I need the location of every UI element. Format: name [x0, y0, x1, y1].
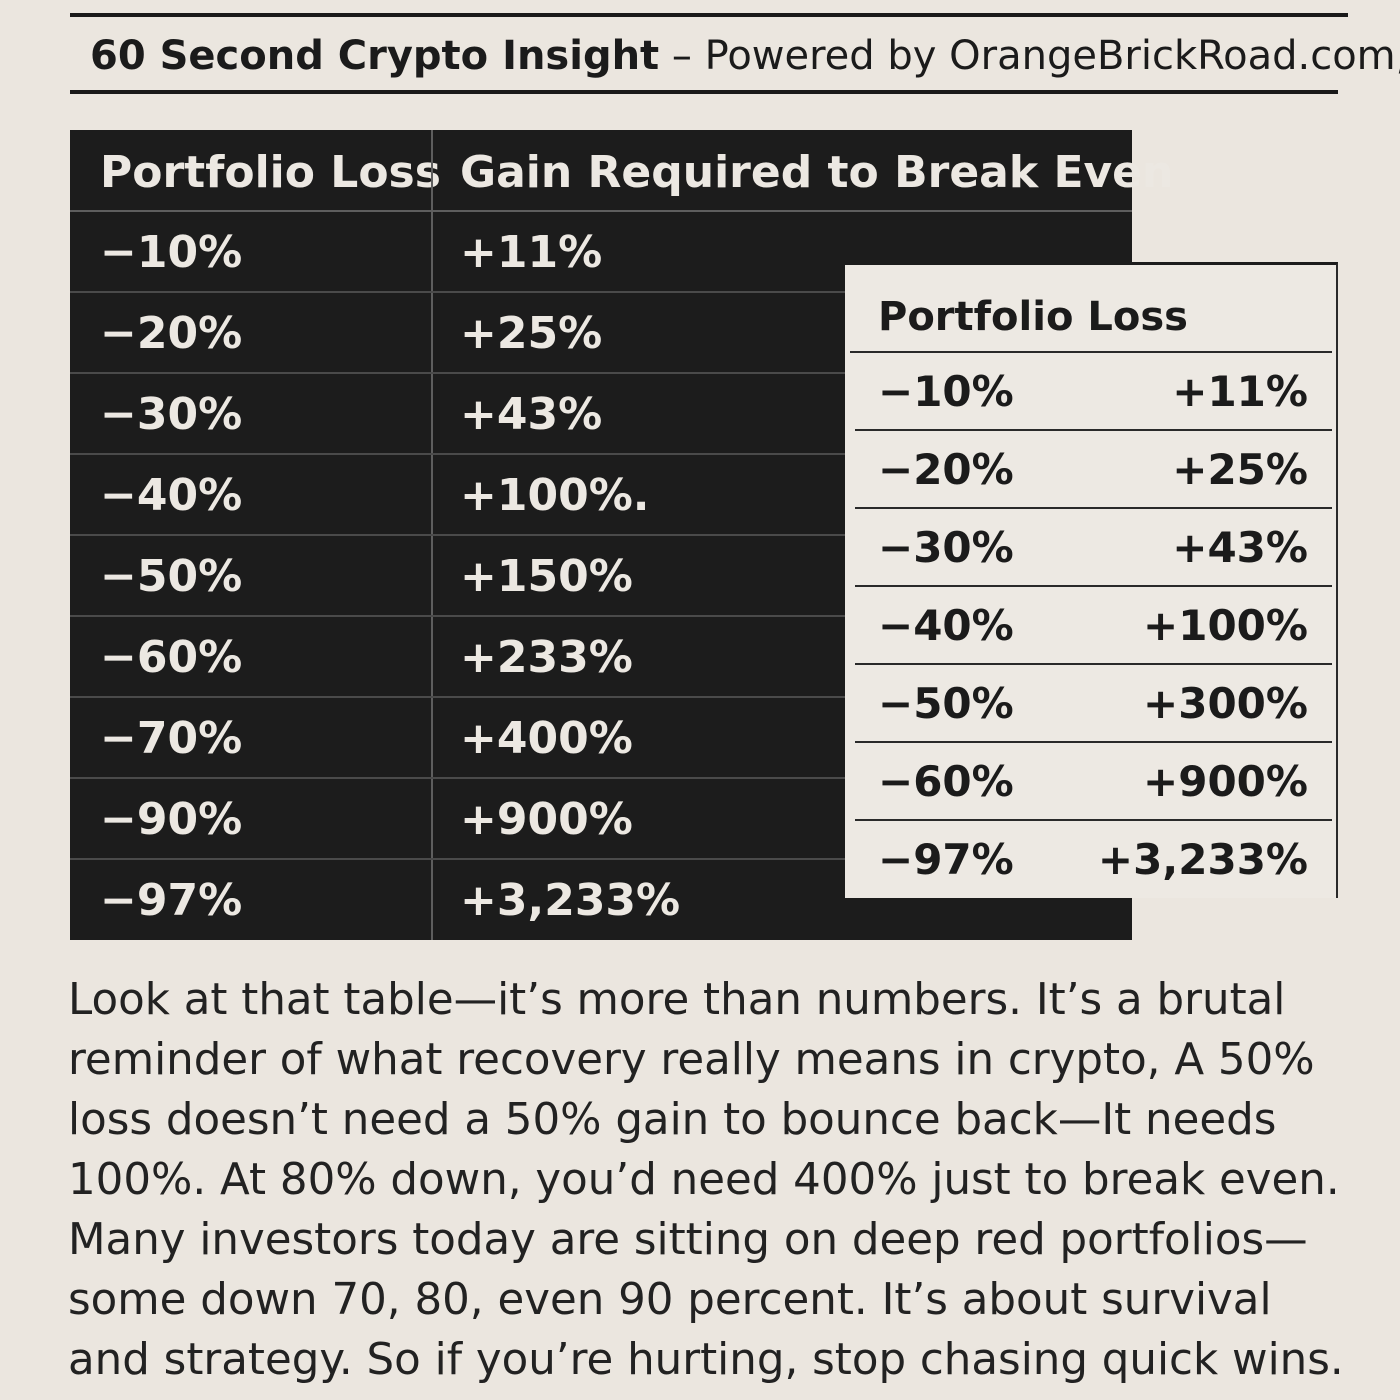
column-header-portfolio-loss: Portfolio Loss	[100, 147, 441, 198]
body-line: 100%. At 80% down, you’d need 400% just …	[68, 1155, 1340, 1205]
gain-cell: +150%	[460, 551, 633, 602]
page-title-strong: 60 Second Crypto Insight	[90, 33, 660, 79]
overlay-loss-cell: −40%	[878, 601, 1014, 650]
overlay-gain-cell: +43%	[1172, 523, 1308, 572]
table-row: −10% +11%	[70, 212, 1132, 293]
overlay-column-header: Portfolio Loss	[878, 294, 1188, 340]
overlay-row: −40% +100%	[855, 587, 1332, 665]
overlay-gain-cell: +300%	[1143, 679, 1308, 728]
overlay-header-row: Portfolio Loss	[850, 265, 1332, 353]
overlay-gain-cell: +25%	[1172, 445, 1308, 494]
header-rule-top	[70, 13, 1348, 17]
body-line: some down 70, 80, even 90 percent. It’s …	[68, 1275, 1272, 1325]
gain-cell: +43%	[460, 389, 603, 440]
loss-cell: −97%	[100, 875, 243, 926]
overlay-loss-cell: −60%	[878, 757, 1014, 806]
gain-cell: +25%	[460, 308, 603, 359]
body-line: Look at that table—it’s more than number…	[68, 975, 1286, 1025]
overlay-row: −60% +900%	[855, 743, 1332, 821]
loss-cell: −90%	[100, 794, 243, 845]
table-header-row: Portfolio Loss Gain Required to Break Ev…	[70, 130, 1173, 212]
overlay-row: −50% +300%	[855, 665, 1332, 743]
overlay-row: −30% +43%	[855, 509, 1332, 587]
overlay-row: −97% +3,233%	[855, 821, 1332, 899]
body-line: loss doesn’t need a 50% gain to bounce b…	[68, 1095, 1277, 1145]
loss-cell: −50%	[100, 551, 243, 602]
overlay-gain-cell: +100%	[1143, 601, 1308, 650]
loss-cell: −70%	[100, 713, 243, 764]
overlay-loss-cell: −20%	[878, 445, 1014, 494]
overlay-gain-cell: +11%	[1172, 367, 1308, 416]
column-header-gain-required: Gain Required to Break Even	[460, 147, 1174, 198]
overlay-row: −20% +25%	[855, 431, 1332, 509]
gain-cell: +3,233%	[460, 875, 681, 926]
table-row: −70% +400%	[70, 698, 1132, 779]
overlay-gain-cell: +3,233%	[1097, 835, 1308, 884]
gain-cell: +100%.	[460, 470, 650, 521]
body-paragraph: Look at that table—it’s more than number…	[68, 970, 1344, 1390]
gain-cell: +233%	[460, 632, 633, 683]
loss-cell: −20%	[100, 308, 243, 359]
overlay-row: −10% +11%	[855, 353, 1332, 431]
overlay-loss-cell: −10%	[878, 367, 1014, 416]
body-line: Many investors today are sitting on deep…	[68, 1215, 1308, 1265]
overlay-loss-cell: −97%	[878, 835, 1014, 884]
gain-cell: +11%	[460, 227, 603, 278]
table-row: −90% +900%	[70, 779, 1132, 860]
overlay-gain-cell: +900%	[1143, 757, 1308, 806]
gain-cell: +900%	[460, 794, 633, 845]
table-row: −50% +150%	[70, 536, 1132, 617]
loss-cell: −40%	[100, 470, 243, 521]
body-line: reminder of what recovery really means i…	[68, 1035, 1315, 1085]
page-title-rest: – Powered by OrangeBrickRoad.com,au	[659, 33, 1400, 79]
loss-cell: −60%	[100, 632, 243, 683]
table-row: −20% +25%	[70, 293, 1132, 374]
loss-cell: −10%	[100, 227, 243, 278]
gain-cell: +400%	[460, 713, 633, 764]
overlay-loss-cell: −30%	[878, 523, 1014, 572]
overlay-loss-cell: −50%	[878, 679, 1014, 728]
table-row: −30% +43%	[70, 374, 1132, 455]
table-row: −97% +3,233%	[70, 860, 1132, 941]
loss-cell: −30%	[100, 389, 243, 440]
table-row: −60% +233%	[70, 617, 1132, 698]
body-line: and strategy. So if you’re hurting, stop…	[68, 1335, 1344, 1385]
overlay-table: Portfolio Loss −10% +11% −20% +25% −30% …	[845, 262, 1338, 898]
header-rule-bottom	[70, 90, 1338, 94]
table-row: −40% +100%.	[70, 455, 1132, 536]
page-title: 60 Second Crypto Insight – Powered by Or…	[90, 28, 1400, 84]
